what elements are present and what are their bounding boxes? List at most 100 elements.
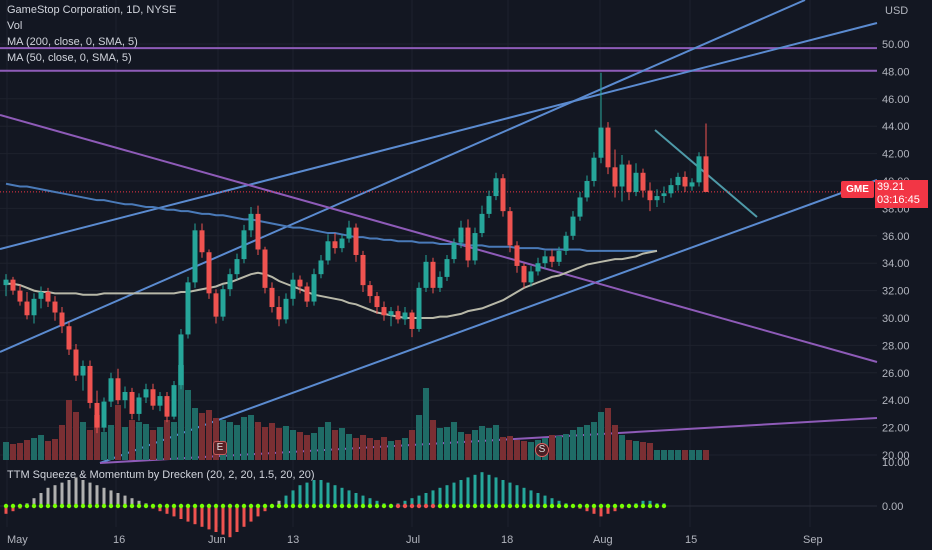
squeeze-dot: [409, 503, 415, 509]
volume-bar: [612, 425, 618, 460]
time-tick-label: Jun: [208, 534, 226, 546]
candle-body: [311, 274, 317, 302]
candle-body: [612, 167, 618, 187]
squeeze-dot: [157, 503, 163, 509]
volume-bar: [192, 408, 198, 460]
volume-bar: [339, 428, 345, 460]
legend-vol[interactable]: Vol: [7, 20, 23, 32]
squeeze-dot: [59, 503, 65, 509]
candle-body: [493, 178, 499, 197]
squeeze-dot: [346, 503, 352, 509]
squeeze-dot: [486, 503, 492, 509]
squeeze-dot: [493, 503, 499, 509]
squeeze-dot: [52, 503, 58, 509]
candle-body: [192, 230, 198, 283]
squeeze-dot: [38, 503, 44, 509]
volume-bar: [360, 435, 366, 460]
candle-body: [31, 298, 37, 316]
squeeze-dot: [220, 503, 226, 509]
squeeze-dot: [584, 503, 590, 509]
candle-body: [388, 311, 394, 316]
squeeze-dot: [262, 503, 268, 509]
squeeze-dot: [402, 503, 408, 509]
volume-bar: [647, 443, 653, 460]
volume-bar: [451, 422, 457, 460]
squeeze-dot: [598, 503, 604, 509]
volume-bar: [479, 426, 485, 460]
volume-bar: [521, 441, 527, 460]
volume-bar: [346, 434, 352, 460]
candle-body: [220, 289, 226, 317]
volume-bar: [332, 430, 338, 460]
price-tick-label: 22.00: [882, 423, 910, 435]
squeeze-dot: [374, 503, 380, 509]
candle-body: [437, 276, 443, 288]
ma50-line: [6, 249, 658, 319]
volume-bar: [136, 422, 142, 460]
squeeze-dot: [283, 503, 289, 509]
candle-body: [115, 378, 121, 401]
squeeze-dot: [451, 503, 457, 509]
volume-bar: [423, 388, 429, 460]
squeeze-dot: [640, 503, 646, 509]
symbol-title[interactable]: GameStop Corporation, 1D, NYSE: [7, 4, 177, 16]
candle-body: [24, 301, 30, 316]
volume-bar: [598, 412, 604, 460]
candle-body: [276, 307, 282, 320]
squeeze-dot: [276, 503, 282, 509]
volume-bar: [115, 405, 121, 460]
volume-bar: [3, 442, 9, 460]
volume-bar: [381, 437, 387, 460]
volume-bar: [458, 432, 464, 460]
legend-ttm-squeeze[interactable]: TTM Squeeze & Momentum by Drecken (20, 2…: [7, 469, 315, 481]
volume-bar: [430, 420, 436, 460]
volume-bar: [73, 412, 79, 460]
volume-bar: [675, 450, 681, 460]
squeeze-dot: [297, 503, 303, 509]
candle-body: [668, 185, 674, 194]
squeeze-dot: [577, 503, 583, 509]
candle-body: [353, 227, 359, 255]
candle-body: [381, 307, 387, 316]
squeeze-dot: [164, 503, 170, 509]
candle-body: [150, 389, 156, 406]
volume-bar: [38, 435, 44, 460]
squeeze-dot: [10, 503, 16, 509]
last-price: 39.21: [877, 181, 905, 193]
candle-body: [619, 164, 625, 187]
volume-bar: [654, 450, 660, 460]
candle-body: [241, 230, 247, 260]
volume-bar: [388, 441, 394, 460]
squeeze-dot: [444, 503, 450, 509]
squeeze-dot: [619, 503, 625, 509]
volume-bar: [94, 415, 100, 460]
split-marker[interactable]: S: [535, 443, 549, 457]
squeeze-dot: [591, 503, 597, 509]
volume-bar: [682, 450, 688, 460]
candle-body: [59, 312, 65, 327]
candle-body: [199, 230, 205, 253]
candle-body: [465, 227, 471, 261]
squeeze-dot: [500, 503, 506, 509]
volume-bar: [325, 422, 331, 460]
candle-body: [38, 291, 44, 299]
last-price-box: 39.21 03:16:45: [875, 180, 928, 208]
volume-bar: [129, 420, 135, 460]
trend-channel-lower: [99, 179, 878, 464]
squeeze-dot: [241, 503, 247, 509]
candle-body: [206, 252, 212, 294]
volume-bar: [472, 430, 478, 460]
squeeze-dot: [248, 503, 254, 509]
squeeze-dot: [234, 503, 240, 509]
candle-body: [66, 326, 72, 350]
price-tick-label: 42.00: [882, 149, 910, 161]
squeeze-dot: [423, 503, 429, 509]
squeeze-dot: [192, 503, 198, 509]
earnings-marker[interactable]: E: [213, 441, 227, 455]
candle-body: [654, 196, 660, 201]
legend-ma200[interactable]: MA (200, close, 0, SMA, 5): [7, 36, 138, 48]
legend-ma50[interactable]: MA (50, close, 0, SMA, 5): [7, 52, 132, 64]
candle-body: [696, 156, 702, 183]
